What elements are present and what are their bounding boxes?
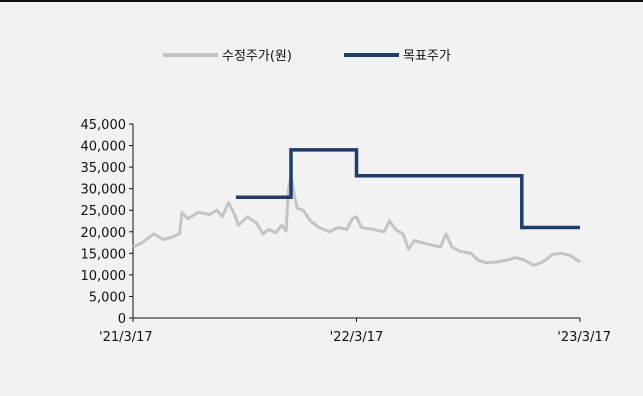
legend-label-price: 수정주가(원) [222, 49, 292, 64]
x-tick-label: '22/3/17 [330, 330, 384, 345]
y-tick-label: 20,000 [81, 226, 127, 241]
series-layer [132, 148, 581, 267]
axes: 0 5,000 10,000 15,000 20,000 25,000 30,000 35,0… [81, 118, 612, 345]
y-tick-label: 35,000 [81, 161, 127, 176]
legend: 수정주가(원) 목표주가 [163, 49, 451, 64]
y-tick-label: 45,000 [81, 118, 127, 133]
y-tick-label: 25,000 [81, 204, 127, 219]
x-tick-label: '23/3/17 [557, 330, 611, 345]
x-tick-label: '21/3/17 [99, 330, 153, 345]
target-price-series-line [235, 148, 580, 230]
price-series-line [132, 175, 581, 267]
y-tick-label: 40,000 [81, 140, 127, 155]
y-tick-label: 30,000 [81, 183, 127, 198]
y-tick-label: 15,000 [81, 247, 127, 262]
y-tick-label: 0 [118, 312, 126, 327]
legend-label-target: 목표주가 [403, 49, 451, 64]
y-tick-label: 10,000 [81, 269, 127, 284]
y-tick-label: 5,000 [89, 290, 126, 305]
top-rule [0, 0, 643, 2]
